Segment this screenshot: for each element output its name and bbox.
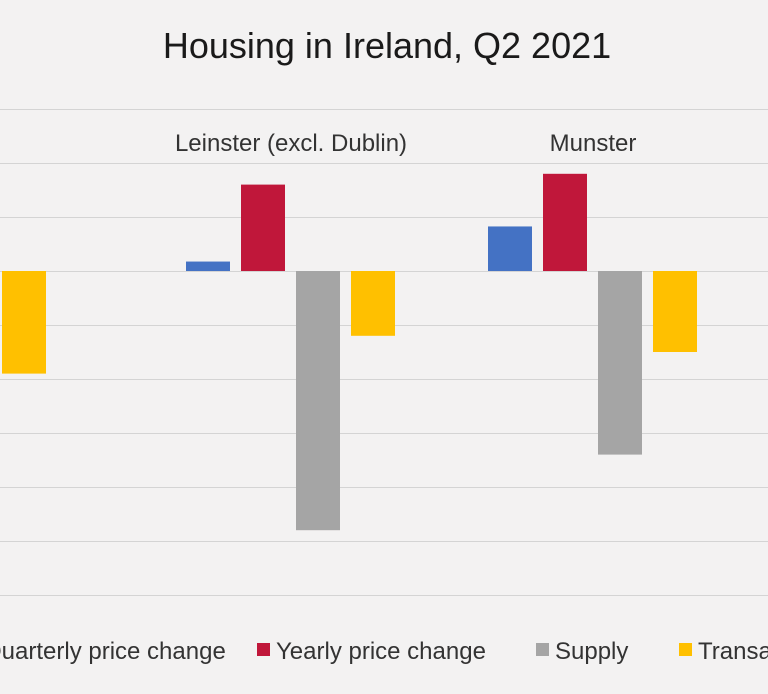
bar-yearly-price-change-1 [241,184,285,271]
bar-transactions-2 [653,271,697,352]
category-label: Munster [550,130,637,157]
bar-quarterly-price-change-1 [186,261,230,271]
bar-transactions-1 [351,271,395,336]
legend-swatch [536,643,549,656]
bars [2,173,697,531]
category-label: Leinster (excl. Dublin) [175,130,407,157]
legend-label: Transactions [698,638,768,665]
bar-supply-1 [296,271,340,531]
legend-label: Quarterly price change [0,638,226,665]
legend-label: Supply [555,638,628,665]
legend-swatch [257,643,270,656]
gridlines [0,109,768,596]
legend: Quarterly price change Yearly price chang… [0,638,768,665]
legend-label: Yearly price change [276,638,486,665]
bar-yearly-price-change-2 [543,173,587,271]
legend-swatch [679,643,692,656]
bar-quarterly-price-change-2 [488,226,532,271]
chart-title: Housing in Ireland, Q2 2021 [163,25,611,66]
bar-transactions-0 [2,271,46,374]
bar-supply-2 [598,271,642,455]
category-labels: DublinLeinster (excl. Dublin)Munster [175,130,637,157]
